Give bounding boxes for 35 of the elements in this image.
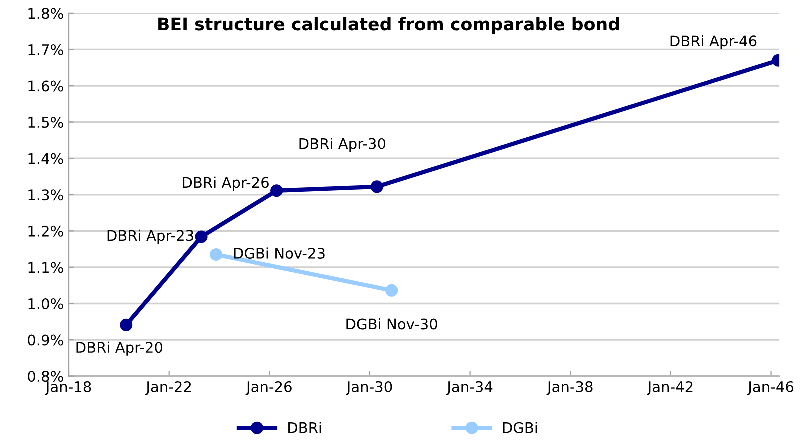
x-tick-label: Jan-26 — [246, 381, 292, 396]
point — [195, 230, 208, 244]
annotation: DBRi Apr-26 — [183, 176, 269, 191]
x-tick-label: Jan-46 — [747, 381, 794, 396]
y-tick-label: 1.3% — [28, 190, 64, 201]
x-tick-label: Jan-18 — [45, 381, 92, 396]
y-tick-label: 1.7% — [28, 44, 64, 56]
y-tick-label: 1.0% — [28, 298, 64, 310]
point — [370, 180, 384, 194]
y-tick-label: 1.5% — [28, 117, 64, 128]
y-tick-label: 0.8% — [28, 371, 64, 382]
x-tick-label: Jan-42 — [647, 381, 693, 396]
point — [120, 318, 133, 332]
legend-label: DGBi — [503, 422, 538, 434]
point — [210, 248, 222, 262]
y-tick-label: 1.2% — [28, 226, 64, 237]
chart-title: BEI structure calculated from comparable bond — [158, 17, 620, 34]
y-tick-label: 1.6% — [28, 80, 64, 92]
y-tick-label: 1.1% — [28, 262, 64, 274]
annotation: DGBi Nov-30 — [346, 318, 438, 330]
x-tick-label: Jan-38 — [546, 381, 593, 396]
annotation: DBRi Apr-20 — [76, 342, 163, 356]
x-tick-label: Jan-22 — [145, 381, 192, 396]
annotation: DBRi Apr-46 — [670, 35, 757, 50]
y-tick-label: 1.8% — [28, 8, 64, 20]
annotation: DGBi Nov-23 — [234, 248, 325, 259]
point — [386, 284, 398, 297]
x-tick-label: Jan-30 — [346, 381, 392, 396]
annotation: DBRi Apr-30 — [300, 138, 386, 152]
y-tick-label: 1.4% — [28, 153, 64, 164]
annotation: DBRi Apr-23 — [108, 230, 194, 244]
y-tick-label: 0.9% — [28, 334, 64, 346]
legend-label: DBRi — [288, 422, 322, 434]
point — [270, 184, 284, 198]
x-tick-label: Jan-34 — [446, 381, 493, 396]
